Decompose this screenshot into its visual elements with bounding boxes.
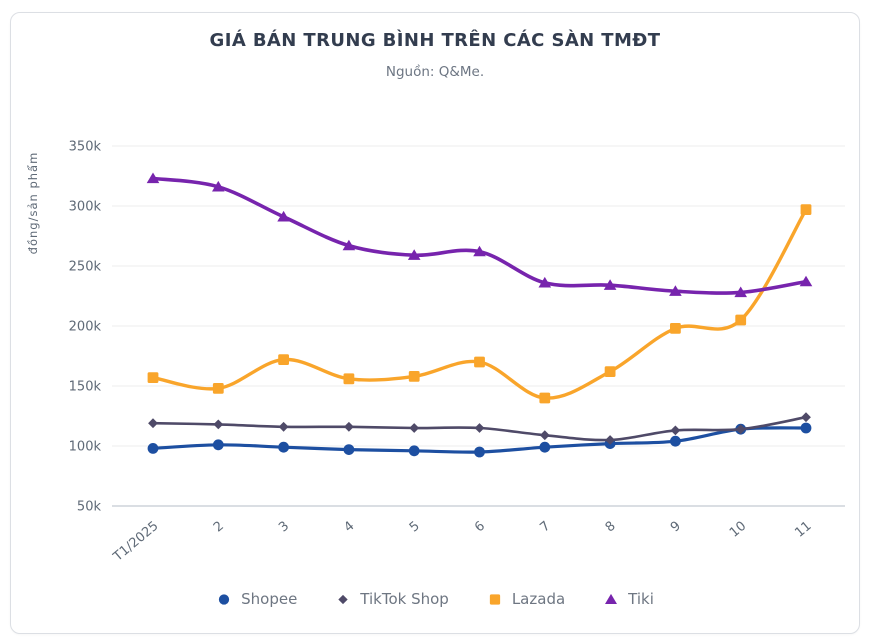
circle-marker-icon	[800, 422, 812, 434]
square-marker-icon	[539, 392, 551, 404]
diamond-marker-icon	[409, 423, 420, 433]
square-marker-icon	[735, 314, 747, 326]
series-line-lazada	[151, 207, 808, 400]
x-tick-label: 6	[472, 519, 488, 536]
square-marker-icon	[489, 594, 500, 605]
legend-label: Tiki	[628, 590, 654, 608]
diamond-marker-icon	[801, 412, 811, 423]
series-line-tiki	[151, 176, 808, 295]
y-tick-label: 50k	[77, 500, 102, 515]
y-tick-label: 300k	[69, 200, 102, 215]
x-tick-label: 2	[211, 519, 227, 536]
square-marker-icon	[147, 372, 159, 383]
circle-marker-icon	[539, 441, 551, 453]
y-tick-label: 150k	[69, 380, 102, 395]
triangle-marker-icon	[734, 286, 747, 298]
diamond-marker-icon	[670, 425, 681, 436]
legend-item-tiktok-shop[interactable]: TikTok Shop	[335, 590, 449, 608]
triangle-marker-icon	[605, 593, 618, 604]
x-tick-label: 7	[537, 519, 553, 536]
square-marker-icon	[278, 354, 289, 365]
circle-marker-icon	[278, 441, 289, 453]
triangle-marker-icon	[407, 249, 421, 260]
x-tick-label: 9	[668, 519, 684, 536]
circle-marker-icon	[408, 445, 420, 457]
square-marker-icon	[212, 383, 224, 394]
triangle-marker-icon	[669, 285, 682, 296]
chart-subtitle: Nguồn: Q&Me.	[385, 64, 485, 80]
chart-title: GIÁ BÁN TRUNG BÌNH TRÊN CÁC SÀN TMĐT	[209, 30, 661, 51]
square-marker-icon	[474, 356, 485, 368]
x-tick-label: 11	[792, 519, 814, 541]
y-tick-label: 200k	[69, 320, 102, 335]
triangle-marker-icon	[538, 276, 552, 288]
series-tiktok-shop	[148, 412, 811, 445]
lazada-legend-marker-icon	[489, 594, 500, 605]
line-chart-plot: 350k 300k 250k 200k 150k 100k 50k đồng/sản phẩm…	[26, 140, 845, 565]
shopee-legend-marker-icon	[218, 594, 230, 605]
y-tick-label: 250k	[69, 260, 102, 275]
diamond-marker-icon	[344, 421, 354, 432]
triangle-marker-icon	[473, 245, 486, 257]
x-tick-label: 8	[603, 519, 619, 536]
triangle-marker-icon	[277, 210, 290, 222]
circle-marker-icon	[218, 594, 230, 605]
legend-label: TikTok Shop	[360, 590, 449, 608]
circle-marker-icon	[212, 439, 224, 451]
x-tick-label: 10	[727, 519, 749, 541]
y-axis-title: đồng/sản phẩm	[26, 152, 40, 255]
x-axis-labels: T1/2025 2 3 4 5 6 7 8 9 10 11	[110, 519, 815, 565]
series-shopee	[147, 422, 812, 458]
diamond-marker-icon	[605, 435, 615, 445]
circle-marker-icon	[147, 443, 159, 454]
square-marker-icon	[800, 204, 812, 215]
x-tick-label: T1/2025	[110, 519, 162, 565]
square-marker-icon	[670, 323, 681, 334]
x-tick-label: 4	[341, 519, 357, 536]
triangle-marker-icon	[603, 279, 617, 290]
triangle-marker-icon	[212, 180, 225, 192]
chart-card	[10, 12, 860, 634]
y-tick-label: 350k	[69, 140, 102, 155]
x-tick-label: 5	[407, 519, 423, 536]
circle-marker-icon	[474, 446, 485, 458]
legend-label: Shopee	[241, 590, 298, 608]
series-lazada	[147, 204, 812, 404]
diamond-marker-icon	[539, 430, 550, 441]
series-tiki	[146, 172, 813, 298]
diamond-marker-icon	[148, 418, 158, 429]
square-marker-icon	[408, 371, 420, 382]
circle-marker-icon	[670, 435, 681, 447]
square-marker-icon	[343, 373, 355, 385]
gridlines: 350k 300k 250k 200k 150k 100k 50k	[69, 140, 845, 515]
legend-label: Lazada	[511, 590, 566, 608]
diamond-marker-icon	[338, 594, 348, 605]
tiki-legend-marker-icon	[605, 593, 618, 604]
legend-item-tiki[interactable]: Tiki	[603, 590, 654, 608]
tiktok-shop-legend-marker-icon	[338, 594, 348, 605]
legend-item-shopee[interactable]: Shopee	[216, 590, 297, 608]
diamond-marker-icon	[735, 424, 746, 435]
triangle-marker-icon	[799, 275, 813, 287]
diamond-marker-icon	[213, 419, 224, 430]
x-tick-label: 3	[276, 519, 292, 536]
diamond-marker-icon	[278, 421, 289, 432]
chart-legend: Shopee TikTok Shop Lazada Tiki	[0, 590, 870, 608]
y-tick-label: 100k	[69, 440, 102, 455]
triangle-marker-icon	[342, 239, 356, 251]
circle-marker-icon	[343, 444, 355, 455]
square-marker-icon	[604, 366, 616, 377]
legend-item-lazada[interactable]: Lazada	[487, 590, 565, 608]
diamond-marker-icon	[474, 423, 485, 433]
triangle-marker-icon	[146, 172, 160, 184]
